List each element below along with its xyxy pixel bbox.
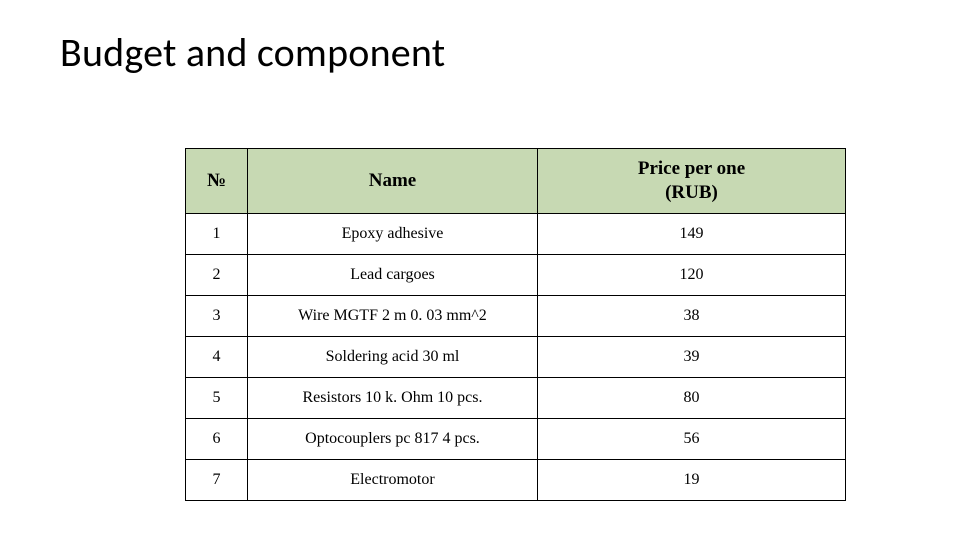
cell-num: 6 (186, 419, 248, 460)
table-row: 1 Epoxy adhesive 149 (186, 214, 846, 255)
table-row: 3 Wire MGTF 2 m 0. 03 mm^2 38 (186, 296, 846, 337)
cell-name: Lead cargoes (248, 255, 538, 296)
table-row: 6 Optocouplers pc 817 4 pcs. 56 (186, 419, 846, 460)
cell-price: 38 (538, 296, 846, 337)
cell-price: 120 (538, 255, 846, 296)
budget-table: № Name Price per one(RUB) 1 Epoxy adhesi… (185, 148, 846, 501)
cell-price: 56 (538, 419, 846, 460)
table-header-row: № Name Price per one(RUB) (186, 149, 846, 214)
cell-name: Wire MGTF 2 m 0. 03 mm^2 (248, 296, 538, 337)
cell-name: Resistors 10 k. Ohm 10 pcs. (248, 378, 538, 419)
cell-num: 3 (186, 296, 248, 337)
cell-name: Epoxy adhesive (248, 214, 538, 255)
col-header-number: № (186, 149, 248, 214)
table-row: 7 Electromotor 19 (186, 460, 846, 501)
cell-price: 39 (538, 337, 846, 378)
table-row: 5 Resistors 10 k. Ohm 10 pcs. 80 (186, 378, 846, 419)
budget-table-wrap: № Name Price per one(RUB) 1 Epoxy adhesi… (185, 148, 845, 501)
cell-num: 5 (186, 378, 248, 419)
cell-name: Soldering acid 30 ml (248, 337, 538, 378)
page-title: Budget and component (60, 28, 445, 77)
cell-price: 19 (538, 460, 846, 501)
cell-num: 4 (186, 337, 248, 378)
table-body: 1 Epoxy adhesive 149 2 Lead cargoes 120 … (186, 214, 846, 501)
col-header-price: Price per one(RUB) (538, 149, 846, 214)
cell-price: 149 (538, 214, 846, 255)
cell-num: 2 (186, 255, 248, 296)
cell-num: 7 (186, 460, 248, 501)
cell-name: Optocouplers pc 817 4 pcs. (248, 419, 538, 460)
col-header-name: Name (248, 149, 538, 214)
cell-price: 80 (538, 378, 846, 419)
col-header-price-label: Price per one(RUB) (638, 157, 745, 205)
cell-name: Electromotor (248, 460, 538, 501)
table-row: 4 Soldering acid 30 ml 39 (186, 337, 846, 378)
slide: Budget and component № Name Price per on… (0, 0, 960, 540)
cell-num: 1 (186, 214, 248, 255)
table-row: 2 Lead cargoes 120 (186, 255, 846, 296)
